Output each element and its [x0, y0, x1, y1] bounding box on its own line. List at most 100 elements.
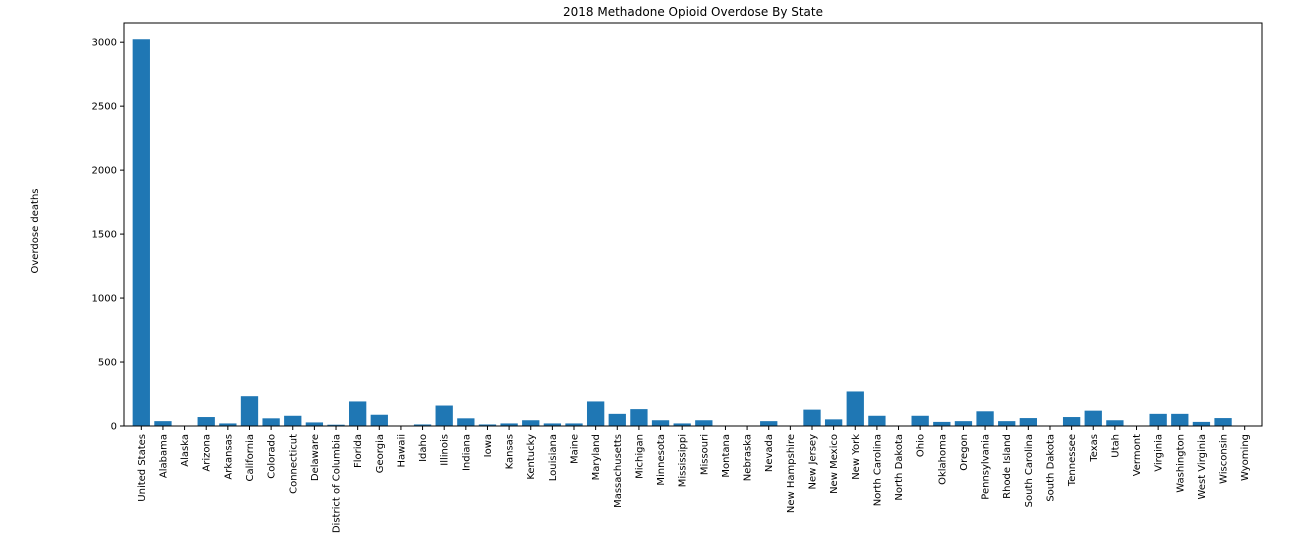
x-tick-label: Arkansas	[223, 434, 234, 480]
bar	[240, 396, 259, 426]
y-tick-label: 1000	[92, 294, 117, 305]
bar	[1214, 418, 1232, 426]
x-tick-label: Colorado	[267, 434, 278, 479]
x-tick-label: District of Columbia	[332, 434, 343, 533]
x-tick-label: Maryland	[591, 434, 602, 480]
bar	[824, 419, 843, 426]
x-tick-label: Massachusetts	[613, 434, 624, 508]
x-tick-label: Minnesota	[656, 434, 667, 486]
x-axis-ticks: United States Alabama Alaska Arizona Arkansa…	[137, 426, 1251, 533]
x-tick-label: Louisiana	[548, 434, 559, 481]
x-tick-label: Alabama	[158, 434, 169, 478]
bar	[760, 421, 778, 426]
x-tick-label: Vermont	[1132, 434, 1143, 476]
x-tick-label: Mississippi	[678, 434, 689, 487]
bar	[478, 424, 497, 426]
bar	[327, 424, 345, 426]
x-tick-label: Wisconsin	[1219, 434, 1230, 484]
x-tick-label: Maine	[570, 434, 581, 464]
x-tick-label: Tennessee	[1067, 434, 1078, 487]
x-tick-label: Iowa	[483, 434, 494, 457]
x-tick-label: New Mexico	[829, 434, 840, 494]
bar	[868, 415, 886, 426]
bar	[695, 420, 713, 426]
x-tick-label: Texas	[1089, 434, 1100, 463]
x-tick-label: North Carolina	[872, 434, 883, 506]
y-axis-ticks: 0 500 1000 1500 2000 2500 3000	[92, 38, 124, 433]
bar	[998, 421, 1016, 426]
bar	[262, 418, 280, 426]
bar	[219, 423, 237, 426]
bar	[1149, 413, 1167, 426]
bar	[586, 401, 605, 426]
x-tick-label: Kentucky	[526, 434, 537, 480]
x-tick-label: Kansas	[505, 434, 516, 469]
x-tick-label: California	[245, 434, 256, 482]
bar	[1192, 421, 1211, 426]
bar	[349, 401, 367, 426]
x-tick-label: Indiana	[461, 434, 472, 471]
y-tick-label: 3000	[92, 38, 117, 49]
x-tick-label: Alaska	[180, 434, 191, 467]
bar	[500, 423, 518, 426]
bar	[197, 417, 215, 426]
bar	[1084, 410, 1102, 426]
x-tick-label: Missouri	[699, 434, 710, 475]
x-tick-label: Nebraska	[743, 434, 754, 481]
bar	[370, 414, 388, 426]
x-tick-label: South Carolina	[1024, 434, 1035, 507]
x-tick-label: West Virginia	[1197, 434, 1208, 499]
bar	[543, 423, 562, 426]
x-tick-label: Wyoming	[1240, 434, 1251, 481]
bar	[435, 405, 453, 426]
x-tick-label: New York	[851, 434, 862, 480]
x-tick-label: Nevada	[764, 434, 775, 472]
bar	[565, 423, 583, 426]
y-axis-label: Overdose deaths	[30, 189, 41, 274]
x-tick-label: Connecticut	[288, 434, 299, 494]
x-tick-label: Florida	[353, 434, 364, 468]
bar	[305, 422, 324, 426]
x-tick-label: Idaho	[418, 434, 429, 462]
chart-title: 2018 Methadone Opioid Overdose By State	[563, 5, 823, 19]
bar	[1171, 413, 1189, 426]
y-tick-label: 2000	[92, 166, 117, 177]
x-tick-label: Utah	[1110, 434, 1121, 458]
y-tick-label: 500	[98, 358, 117, 369]
bar-series	[132, 39, 1232, 426]
bar	[284, 415, 302, 426]
x-tick-label: Illinois	[440, 434, 451, 466]
x-tick-label: New Hampshire	[786, 434, 797, 513]
y-tick-label: 1500	[92, 230, 117, 241]
bar	[933, 421, 951, 426]
bar	[1019, 418, 1037, 426]
bar	[457, 418, 475, 426]
x-tick-label: Arizona	[202, 434, 213, 472]
x-tick-label: Michigan	[634, 434, 645, 479]
x-tick-label: Pennsylvania	[981, 434, 992, 500]
x-tick-label: Delaware	[310, 434, 321, 481]
y-tick-label: 2500	[92, 102, 117, 113]
x-tick-label: Georgia	[375, 434, 386, 473]
x-tick-label: Rhode Island	[1002, 434, 1013, 499]
x-tick-label: North Dakota	[894, 434, 905, 501]
plot-frame	[123, 22, 1263, 427]
x-tick-label: Washington	[1175, 434, 1186, 493]
x-tick-label: New Jersey	[807, 434, 818, 490]
x-tick-label: Oklahoma	[937, 434, 948, 485]
x-tick-label: Hawaii	[396, 434, 407, 468]
x-tick-label: Oregon	[959, 434, 970, 471]
x-tick-label: Ohio	[916, 434, 927, 457]
bar	[954, 421, 973, 426]
bar	[651, 420, 670, 426]
x-tick-label: Virginia	[1154, 434, 1165, 472]
bar	[630, 409, 648, 426]
bar	[154, 421, 172, 426]
x-tick-label: Montana	[721, 434, 732, 478]
bar	[413, 424, 432, 426]
bar	[673, 423, 691, 426]
bar	[846, 391, 864, 426]
x-tick-label: United States	[137, 434, 148, 502]
bar	[911, 415, 929, 426]
